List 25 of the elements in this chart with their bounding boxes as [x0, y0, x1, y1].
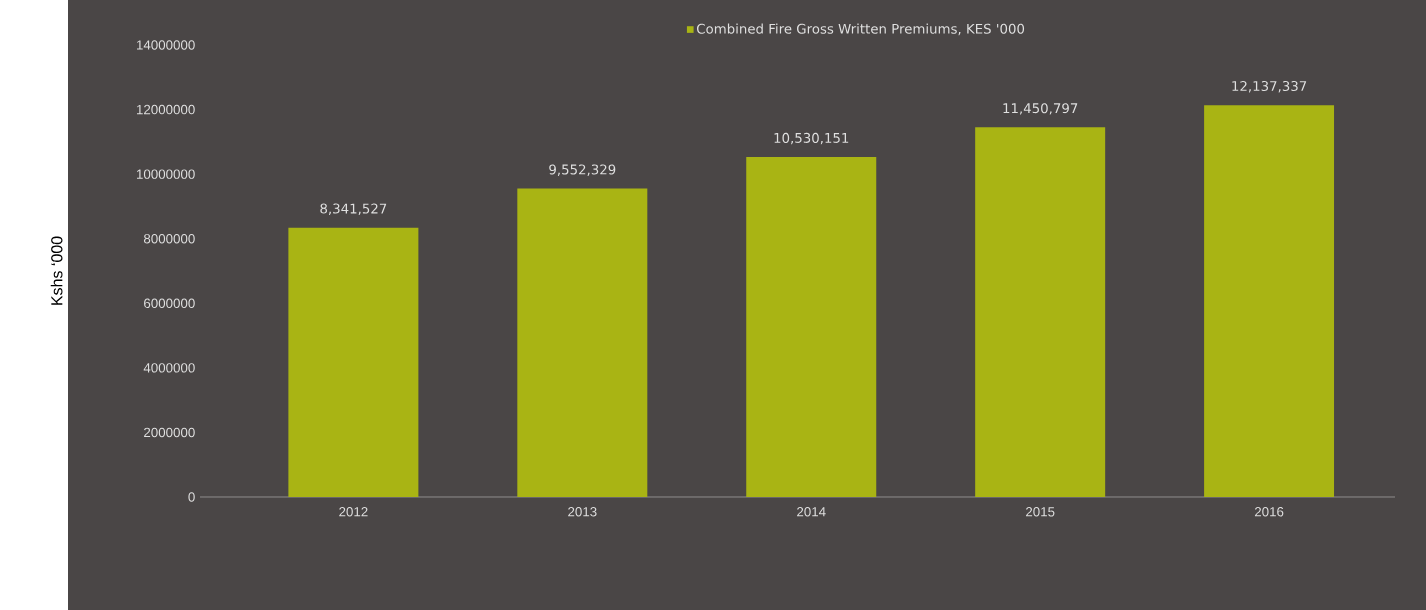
- bar: [1204, 105, 1335, 497]
- y-axis-title: Kshs ‘000: [50, 236, 63, 305]
- x-tick-label: 2015: [1026, 507, 1055, 517]
- y-tick-label: 2000000: [144, 427, 195, 438]
- x-tick-label: 2013: [568, 507, 597, 517]
- bar: [288, 227, 419, 497]
- x-tick-label: 2014: [797, 507, 826, 517]
- y-tick-label: 0: [188, 492, 195, 502]
- y-tick-label: 6000000: [144, 298, 195, 308]
- y-tick-label: 10000000: [136, 169, 195, 179]
- bar: [975, 127, 1106, 497]
- x-tick-label: 2016: [1254, 507, 1284, 517]
- data-label: 8,341,527: [320, 203, 387, 215]
- x-tick-label: 2012: [339, 507, 368, 517]
- y-tick-label: 12000000: [136, 104, 195, 115]
- data-label: 12,137,337: [1232, 80, 1307, 93]
- bar: [746, 157, 877, 497]
- legend-label: Combined Fire Gross Written Premiums, KES '000: [697, 23, 1025, 36]
- y-tick-label: 14000000: [136, 40, 195, 50]
- data-label: 9,552,329: [549, 164, 616, 176]
- y-tick-label: 8000000: [143, 233, 195, 244]
- y-tick-label: 4000000: [143, 363, 195, 373]
- bar: [517, 188, 648, 497]
- data-label: 10,530,151: [774, 132, 849, 145]
- data-label: 11,450,797: [1003, 103, 1078, 115]
